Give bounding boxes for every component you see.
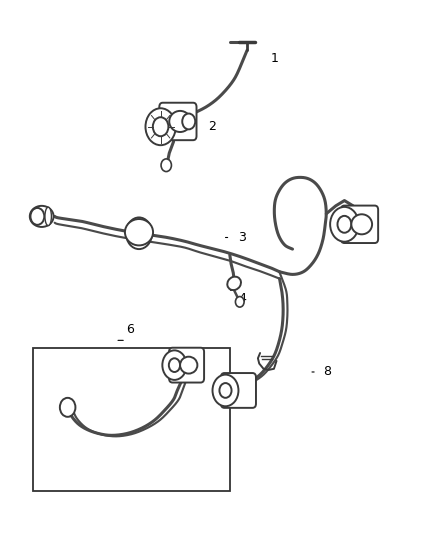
Circle shape [126, 217, 152, 249]
Text: 3: 3 [238, 231, 246, 244]
FancyBboxPatch shape [169, 348, 204, 383]
FancyBboxPatch shape [341, 206, 378, 243]
Text: 2: 2 [208, 120, 216, 133]
Ellipse shape [227, 277, 241, 290]
Circle shape [182, 114, 195, 130]
Text: 5: 5 [357, 231, 365, 244]
Circle shape [236, 296, 244, 307]
Ellipse shape [351, 214, 372, 235]
Circle shape [338, 216, 351, 233]
Circle shape [161, 159, 171, 172]
Circle shape [31, 208, 44, 225]
Circle shape [330, 207, 359, 241]
FancyBboxPatch shape [221, 373, 256, 408]
Circle shape [219, 383, 232, 398]
Ellipse shape [45, 207, 51, 225]
Bar [33, 348, 230, 491]
Circle shape [153, 117, 168, 136]
FancyBboxPatch shape [159, 103, 197, 140]
Ellipse shape [169, 111, 191, 132]
Circle shape [162, 350, 187, 380]
Text: 1: 1 [271, 52, 279, 64]
Text: 6: 6 [126, 324, 134, 336]
Circle shape [169, 358, 180, 372]
Text: 7: 7 [191, 368, 199, 381]
Circle shape [145, 108, 176, 145]
Ellipse shape [30, 206, 53, 227]
Ellipse shape [125, 219, 153, 245]
Circle shape [212, 375, 238, 406]
Circle shape [133, 225, 145, 241]
Text: 4: 4 [238, 292, 246, 305]
Circle shape [60, 398, 75, 417]
Text: 8: 8 [323, 366, 331, 378]
Ellipse shape [180, 357, 198, 374]
